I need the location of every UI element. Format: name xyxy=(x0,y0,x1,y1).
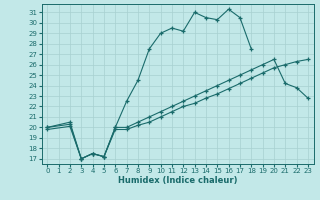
X-axis label: Humidex (Indice chaleur): Humidex (Indice chaleur) xyxy=(118,176,237,185)
